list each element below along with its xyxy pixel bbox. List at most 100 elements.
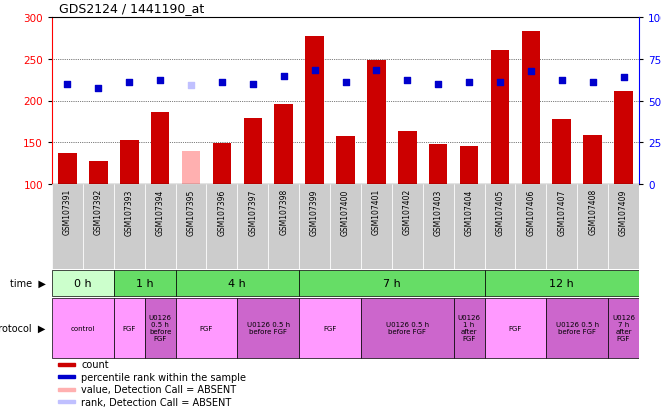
Bar: [361, 298, 453, 358]
Bar: [176, 185, 206, 269]
Bar: [145, 298, 176, 358]
Point: [588, 80, 598, 86]
Text: time  ▶: time ▶: [9, 278, 46, 288]
Bar: [453, 185, 485, 269]
Text: count: count: [81, 360, 109, 370]
Bar: [336, 137, 355, 185]
Bar: [237, 298, 299, 358]
Text: GSM107393: GSM107393: [125, 189, 134, 235]
Text: 1 h: 1 h: [136, 278, 153, 288]
Bar: [243, 119, 262, 185]
Text: 4 h: 4 h: [229, 278, 247, 288]
Bar: [392, 185, 423, 269]
Text: GSM107407: GSM107407: [557, 189, 566, 235]
Text: rank, Detection Call = ABSENT: rank, Detection Call = ABSENT: [81, 397, 231, 407]
Bar: [52, 185, 83, 269]
Bar: [274, 104, 293, 185]
Bar: [429, 145, 447, 185]
Bar: [151, 113, 169, 185]
Bar: [299, 270, 485, 297]
Bar: [114, 298, 145, 358]
Text: GSM107396: GSM107396: [217, 189, 227, 235]
Text: FGF: FGF: [200, 325, 213, 331]
Text: GSM107401: GSM107401: [372, 189, 381, 235]
Text: GSM107402: GSM107402: [403, 189, 412, 235]
Text: protocol  ▶: protocol ▶: [0, 323, 46, 333]
Bar: [176, 298, 237, 358]
Bar: [182, 151, 200, 185]
Bar: [89, 162, 108, 185]
Bar: [577, 185, 608, 269]
Point: [525, 69, 536, 76]
Bar: [237, 185, 268, 269]
Point: [309, 67, 320, 74]
Text: U0126 0.5 h
before FGF: U0126 0.5 h before FGF: [556, 322, 599, 335]
Text: U0126 0.5 h
before FGF: U0126 0.5 h before FGF: [247, 322, 290, 335]
Text: U0126
7 h
after
FGF: U0126 7 h after FGF: [612, 315, 635, 342]
Bar: [485, 185, 516, 269]
Point: [557, 78, 567, 85]
Point: [62, 81, 73, 88]
Text: U0126 0.5 h
before FGF: U0126 0.5 h before FGF: [386, 322, 429, 335]
Bar: [614, 92, 633, 185]
Bar: [584, 135, 602, 185]
Text: GSM107391: GSM107391: [63, 189, 72, 235]
Bar: [522, 32, 540, 185]
Text: GSM107399: GSM107399: [310, 189, 319, 235]
Bar: [299, 298, 361, 358]
Bar: [52, 298, 114, 358]
Point: [494, 80, 505, 86]
Text: U0126
1 h
after
FGF: U0126 1 h after FGF: [457, 315, 481, 342]
Bar: [213, 144, 231, 185]
Text: GSM107397: GSM107397: [249, 189, 257, 235]
Bar: [330, 185, 361, 269]
Text: GSM107409: GSM107409: [619, 189, 628, 235]
Text: GDS2124 / 1441190_at: GDS2124 / 1441190_at: [59, 2, 204, 15]
Text: GSM107405: GSM107405: [496, 189, 504, 235]
Text: GSM107398: GSM107398: [279, 189, 288, 235]
Point: [155, 77, 165, 84]
Bar: [145, 185, 176, 269]
Bar: [546, 185, 577, 269]
Bar: [305, 37, 324, 185]
Text: GSM107404: GSM107404: [465, 189, 473, 235]
Bar: [453, 298, 485, 358]
Text: GSM107394: GSM107394: [155, 189, 165, 235]
Text: GSM107392: GSM107392: [94, 189, 103, 235]
Text: control: control: [71, 325, 95, 331]
Bar: [608, 298, 639, 358]
Bar: [58, 388, 75, 391]
Text: percentile rank within the sample: percentile rank within the sample: [81, 372, 247, 382]
Text: FGF: FGF: [509, 325, 522, 331]
Bar: [268, 185, 299, 269]
Bar: [553, 120, 571, 185]
Text: FGF: FGF: [122, 325, 136, 331]
Point: [618, 75, 629, 81]
Bar: [516, 185, 546, 269]
Point: [402, 78, 412, 85]
Bar: [546, 298, 608, 358]
Bar: [114, 185, 145, 269]
Bar: [608, 185, 639, 269]
Bar: [299, 185, 330, 269]
Text: U0126
0.5 h
before
FGF: U0126 0.5 h before FGF: [149, 315, 172, 342]
Bar: [398, 132, 416, 185]
Bar: [58, 375, 75, 378]
Bar: [120, 140, 139, 185]
Text: GSM107406: GSM107406: [526, 189, 535, 235]
Text: 0 h: 0 h: [74, 278, 92, 288]
Bar: [423, 185, 453, 269]
Text: 7 h: 7 h: [383, 278, 401, 288]
Point: [217, 80, 227, 86]
Point: [464, 80, 475, 86]
Bar: [58, 400, 75, 403]
Point: [371, 67, 381, 74]
Point: [186, 83, 196, 90]
Bar: [490, 50, 509, 185]
Bar: [460, 146, 479, 185]
Bar: [83, 185, 114, 269]
Bar: [485, 270, 639, 297]
Bar: [361, 185, 392, 269]
Bar: [176, 270, 299, 297]
Text: GSM107395: GSM107395: [186, 189, 196, 235]
